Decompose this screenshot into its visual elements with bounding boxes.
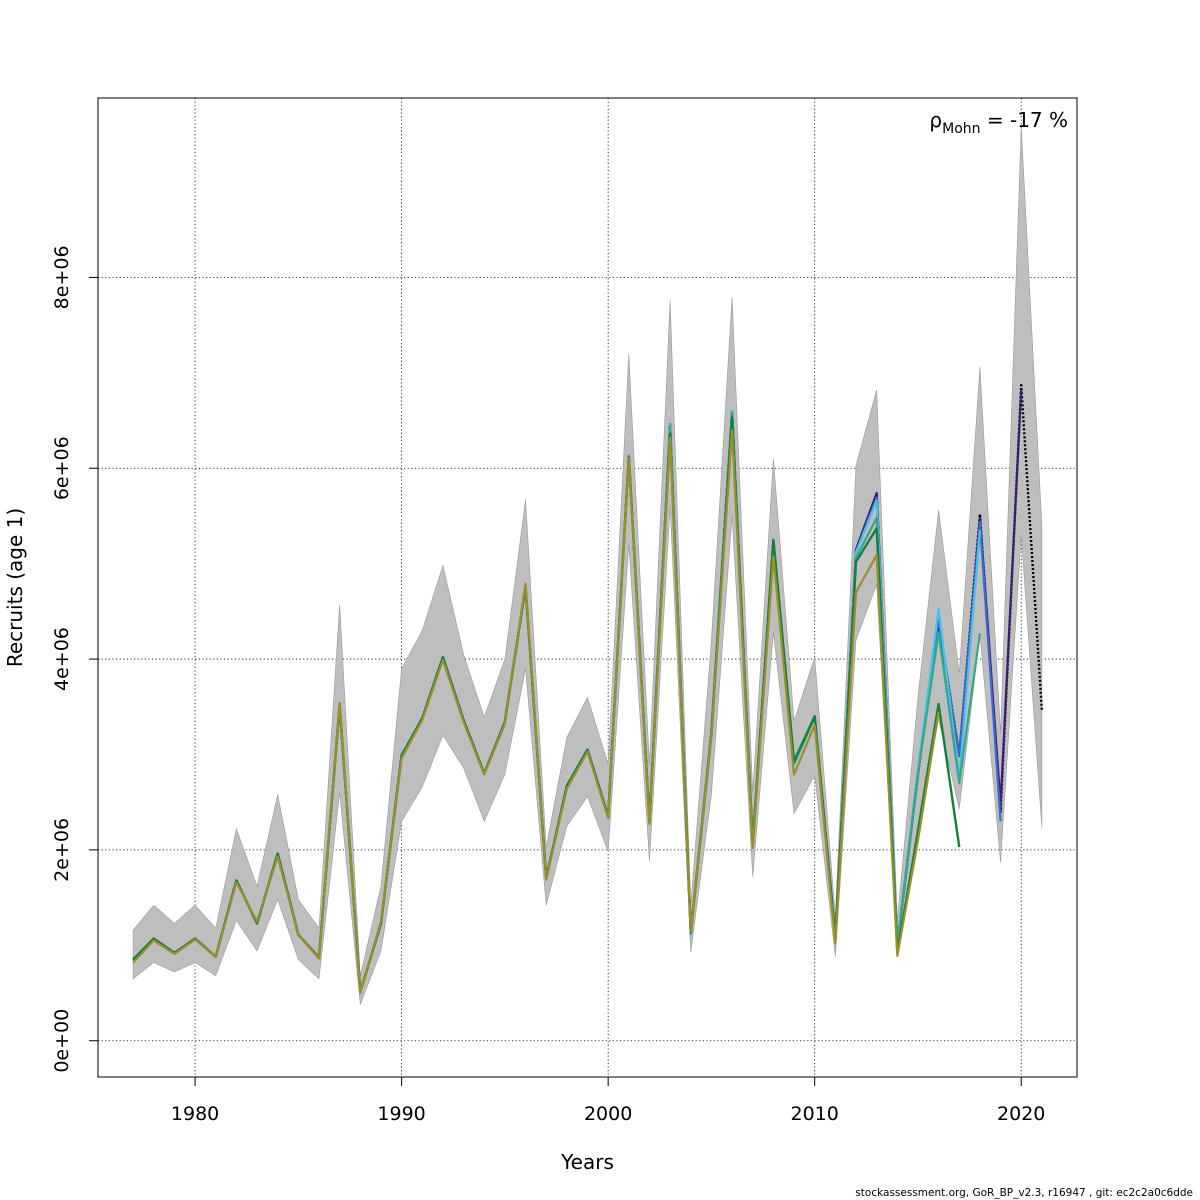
confidence-band-group [132, 126, 1043, 1005]
plot-frame [97, 97, 1078, 1078]
x-axis-title: Years [560, 1150, 614, 1174]
y-axis-title: Recruits (age 1) [3, 508, 27, 667]
y-tick-label: 4e+06 [51, 627, 73, 691]
footer-credit: stockassessment.org, GoR_BP_v2.3, r16947… [855, 1187, 1193, 1199]
y-tick-label: 6e+06 [51, 436, 73, 500]
rho-subscript: Mohn [942, 121, 980, 137]
x-tick-label: 2010 [791, 1103, 839, 1125]
y-tick-label: 8e+06 [51, 245, 73, 309]
x-tick-label: 1990 [377, 1103, 425, 1125]
mohn-rho-annotation: ρMohn = -17 % [929, 108, 1068, 137]
series-lines [132, 384, 1044, 995]
x-tick-label: 2000 [584, 1103, 632, 1125]
rho-value: = -17 % [981, 108, 1069, 132]
y-axis: 0e+00 2e+06 4e+06 6e+06 8e+06 [51, 245, 98, 1073]
x-tick-label: 1980 [171, 1103, 219, 1125]
y-tick-label: 0e+00 [51, 1009, 73, 1073]
rho-symbol: ρ [929, 108, 942, 132]
series-line-6 [132, 428, 940, 995]
x-tick-label: 2020 [997, 1103, 1045, 1125]
x-axis: 1980 1990 2000 2010 2020 [171, 1077, 1045, 1125]
confidence-band [132, 126, 1043, 1005]
y-tick-label: 2e+06 [51, 818, 73, 882]
